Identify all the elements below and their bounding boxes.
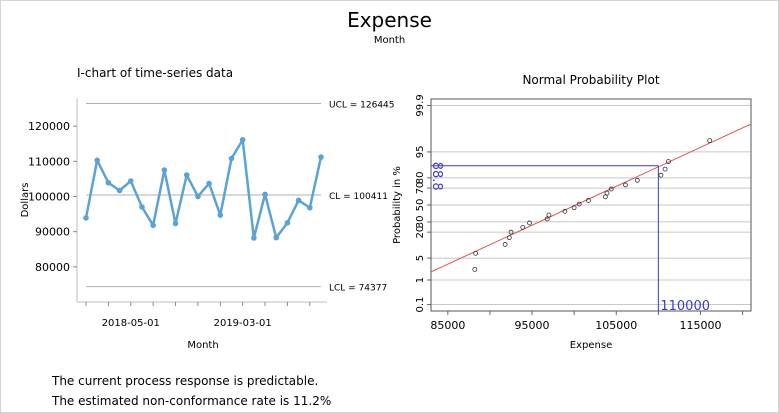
ichart-point — [116, 187, 123, 194]
prob-point — [527, 220, 532, 226]
ichart-point — [228, 155, 235, 162]
ichart-point — [295, 197, 302, 204]
prob-y-label: Probability in % — [392, 166, 403, 244]
prob-y-tick-label: 70 — [415, 182, 426, 195]
ichart-y-tick-label: 110000 — [28, 155, 70, 168]
ichart-point — [183, 172, 190, 178]
ichart-y-label: Dollars — [20, 183, 31, 218]
prob-y-tick-label: 50 — [415, 199, 426, 212]
prob-point — [472, 266, 478, 272]
prob-point — [602, 194, 608, 200]
ichart-x-tick-label: 2018-05-01 — [102, 318, 160, 329]
ichart-title: I-chart of time-series data — [77, 66, 234, 80]
prob-point — [586, 198, 591, 203]
ichart-point — [127, 178, 134, 184]
prob-point — [666, 159, 671, 164]
prob-point — [576, 201, 582, 207]
prob-point — [658, 172, 664, 178]
ichart-point — [139, 204, 145, 210]
prob-y-tick-label: 95 — [415, 146, 426, 159]
ichart-control-label: LCL = 74377 — [329, 284, 387, 294]
ichart-point — [217, 212, 224, 218]
prob-y-tick-label: 5 — [415, 255, 426, 261]
prob-point — [520, 224, 526, 230]
ichart-y-tick-label: 80000 — [35, 261, 70, 274]
ichart-y-tick-label: 100000 — [28, 190, 70, 203]
ichart-point — [105, 179, 112, 186]
ichart-point — [161, 167, 168, 173]
prob-x-tick-label: 95000 — [515, 319, 550, 332]
ichart-series-line — [84, 138, 323, 240]
ichart-control-label: CL = 100411 — [329, 192, 388, 202]
prob-reference-p-label: 88.8 — [429, 162, 444, 191]
ichart-point — [195, 193, 201, 200]
ichart-point — [307, 204, 313, 211]
ichart-point — [251, 235, 257, 241]
predictability-message: The current process response is predicta… — [52, 374, 319, 388]
prob-point — [473, 250, 479, 256]
main-title: Expense — [347, 8, 432, 32]
prob-reference-x-label: 110000 — [660, 299, 710, 314]
prob-point — [662, 166, 668, 172]
prob-y-tick-label: 80 — [415, 171, 426, 184]
prob-y-tick-label: 30 — [415, 216, 426, 229]
prob-y-tick-label: 99.9 — [415, 94, 426, 116]
ichart-point — [172, 220, 179, 227]
ichart-x-label: Month — [187, 340, 218, 351]
prob-y-tick-label: 20 — [415, 226, 426, 239]
ichart-x-tick-label: 2019-03-01 — [214, 318, 272, 329]
nonconformance-message: The estimated non-conformance rate is 11… — [52, 394, 332, 408]
prob-point — [604, 190, 610, 196]
ichart-point — [150, 222, 156, 229]
prob-y-tick-label: 0.1 — [415, 297, 426, 313]
prob-point — [506, 235, 512, 241]
prob-point — [502, 242, 508, 247]
ichart-point — [83, 215, 89, 221]
probability-plot-title: Normal Probability Plot — [522, 73, 660, 87]
ichart-point — [262, 191, 268, 198]
ichart-point — [273, 234, 280, 241]
ichart-point — [94, 157, 100, 164]
prob-x-tick-label: 105000 — [595, 319, 637, 332]
main-subtitle: Month — [373, 35, 406, 46]
prob-point — [707, 138, 713, 144]
ichart-control-label: UCL = 126445 — [329, 100, 395, 110]
prob-point — [546, 212, 552, 218]
prob-plot-area — [430, 98, 752, 312]
prob-point — [623, 182, 628, 188]
ichart-point — [239, 137, 246, 143]
ichart-y-tick-label: 120000 — [28, 120, 70, 133]
prob-point — [562, 208, 568, 214]
prob-point — [608, 186, 614, 192]
prob-point — [544, 216, 550, 222]
ichart-point — [206, 180, 212, 187]
ichart-point — [284, 220, 291, 226]
prob-x-tick-label: 85000 — [430, 319, 465, 332]
ichart-y-tick-label: 90000 — [35, 226, 70, 239]
prob-point — [571, 205, 577, 211]
ichart-point — [318, 154, 324, 160]
prob-x-label: Expense — [570, 340, 612, 351]
prob-y-tick-label: 1 — [415, 277, 426, 283]
prob-fit-line — [430, 123, 752, 273]
prob-x-tick-label: 115000 — [679, 319, 721, 332]
prob-point — [634, 177, 640, 183]
prob-point — [508, 229, 514, 235]
